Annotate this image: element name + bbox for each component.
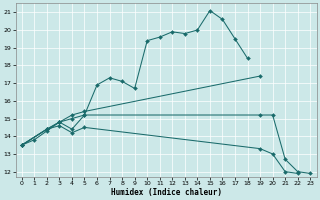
X-axis label: Humidex (Indice chaleur): Humidex (Indice chaleur) (110, 188, 221, 197)
